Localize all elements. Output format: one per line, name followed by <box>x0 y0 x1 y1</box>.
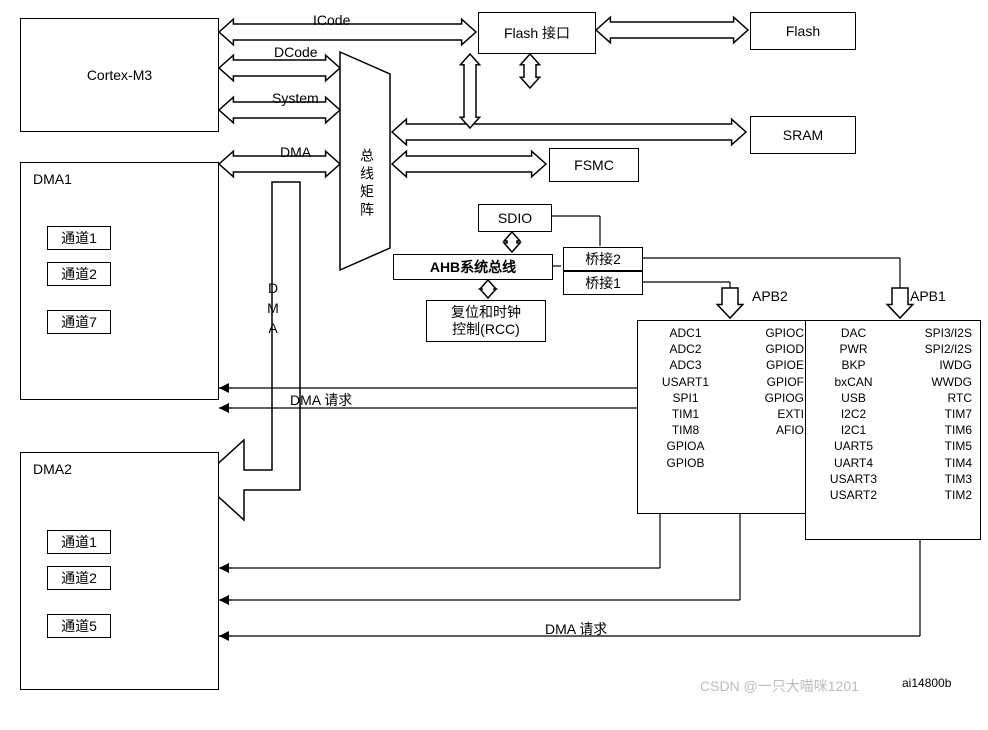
dma1-ch7: 通道7 <box>47 310 111 334</box>
ai-label: ai14800b <box>902 675 951 691</box>
apb2-col2: GPIOCGPIODGPIOEGPIOFGPIOGEXTIAFIO <box>725 325 804 471</box>
flash-if-box: Flash 接口 <box>478 12 596 54</box>
dma1-ch2: 通道2 <box>47 262 111 286</box>
dma-req1-label: DMA 请求 <box>290 390 352 410</box>
dma-req2-label: DMA 请求 <box>545 619 607 639</box>
apb1-list: DACPWRBKPbxCANUSBI2C2I2C1UART5UART4USART… <box>805 320 981 540</box>
apb1-col1: DACPWRBKPbxCANUSBI2C2I2C1UART5UART4USART… <box>814 325 893 503</box>
cortex-box: Cortex-M3 <box>20 18 219 132</box>
watermark: CSDN @一只大喵咪1201 <box>700 676 859 696</box>
bridge1-box: 桥接1 <box>563 271 643 295</box>
ahb-box: AHB系统总线 <box>393 254 553 280</box>
busmatrix-label: 总线矩阵 <box>357 148 377 220</box>
dma2-title: DMA2 <box>33 461 72 477</box>
apb1-label: APB1 <box>910 288 946 304</box>
sdio-box: SDIO <box>478 204 552 232</box>
apb2-list: ADC1ADC2ADC3USART1SPI1TIM1TIM8GPIOAGPIOB… <box>637 320 813 514</box>
apb2-col1: ADC1ADC2ADC3USART1SPI1TIM1TIM8GPIOAGPIOB <box>646 325 725 471</box>
rcc-box: 复位和时钟 控制(RCC) <box>426 300 546 342</box>
cortex-label: Cortex-M3 <box>87 67 152 83</box>
dma1-ch1: 通道1 <box>47 226 111 250</box>
icode-label: ICode <box>313 12 350 28</box>
dma2-ch5: 通道5 <box>47 614 111 638</box>
dma-label: DMA <box>280 144 311 160</box>
dma-vert-label: DMA <box>265 280 281 340</box>
fsmc-box: FSMC <box>549 148 639 182</box>
flash-box: Flash <box>750 12 856 50</box>
dma2-ch2: 通道2 <box>47 566 111 590</box>
dcode-label: DCode <box>274 44 318 60</box>
bridge2-box: 桥接2 <box>563 247 643 271</box>
dma2-ch1: 通道1 <box>47 530 111 554</box>
diagram-stage: Cortex-M3 DMA1 DMA2 通道1 通道2 通道7 通道1 通道2 … <box>0 0 988 730</box>
dma1-title: DMA1 <box>33 171 72 187</box>
system-label: System <box>272 90 319 106</box>
sram-box: SRAM <box>750 116 856 154</box>
apb2-label: APB2 <box>752 288 788 304</box>
apb1-col2: SPI3/I2SSPI2/I2SIWDGWWDGRTCTIM7TIM6TIM5T… <box>893 325 972 503</box>
